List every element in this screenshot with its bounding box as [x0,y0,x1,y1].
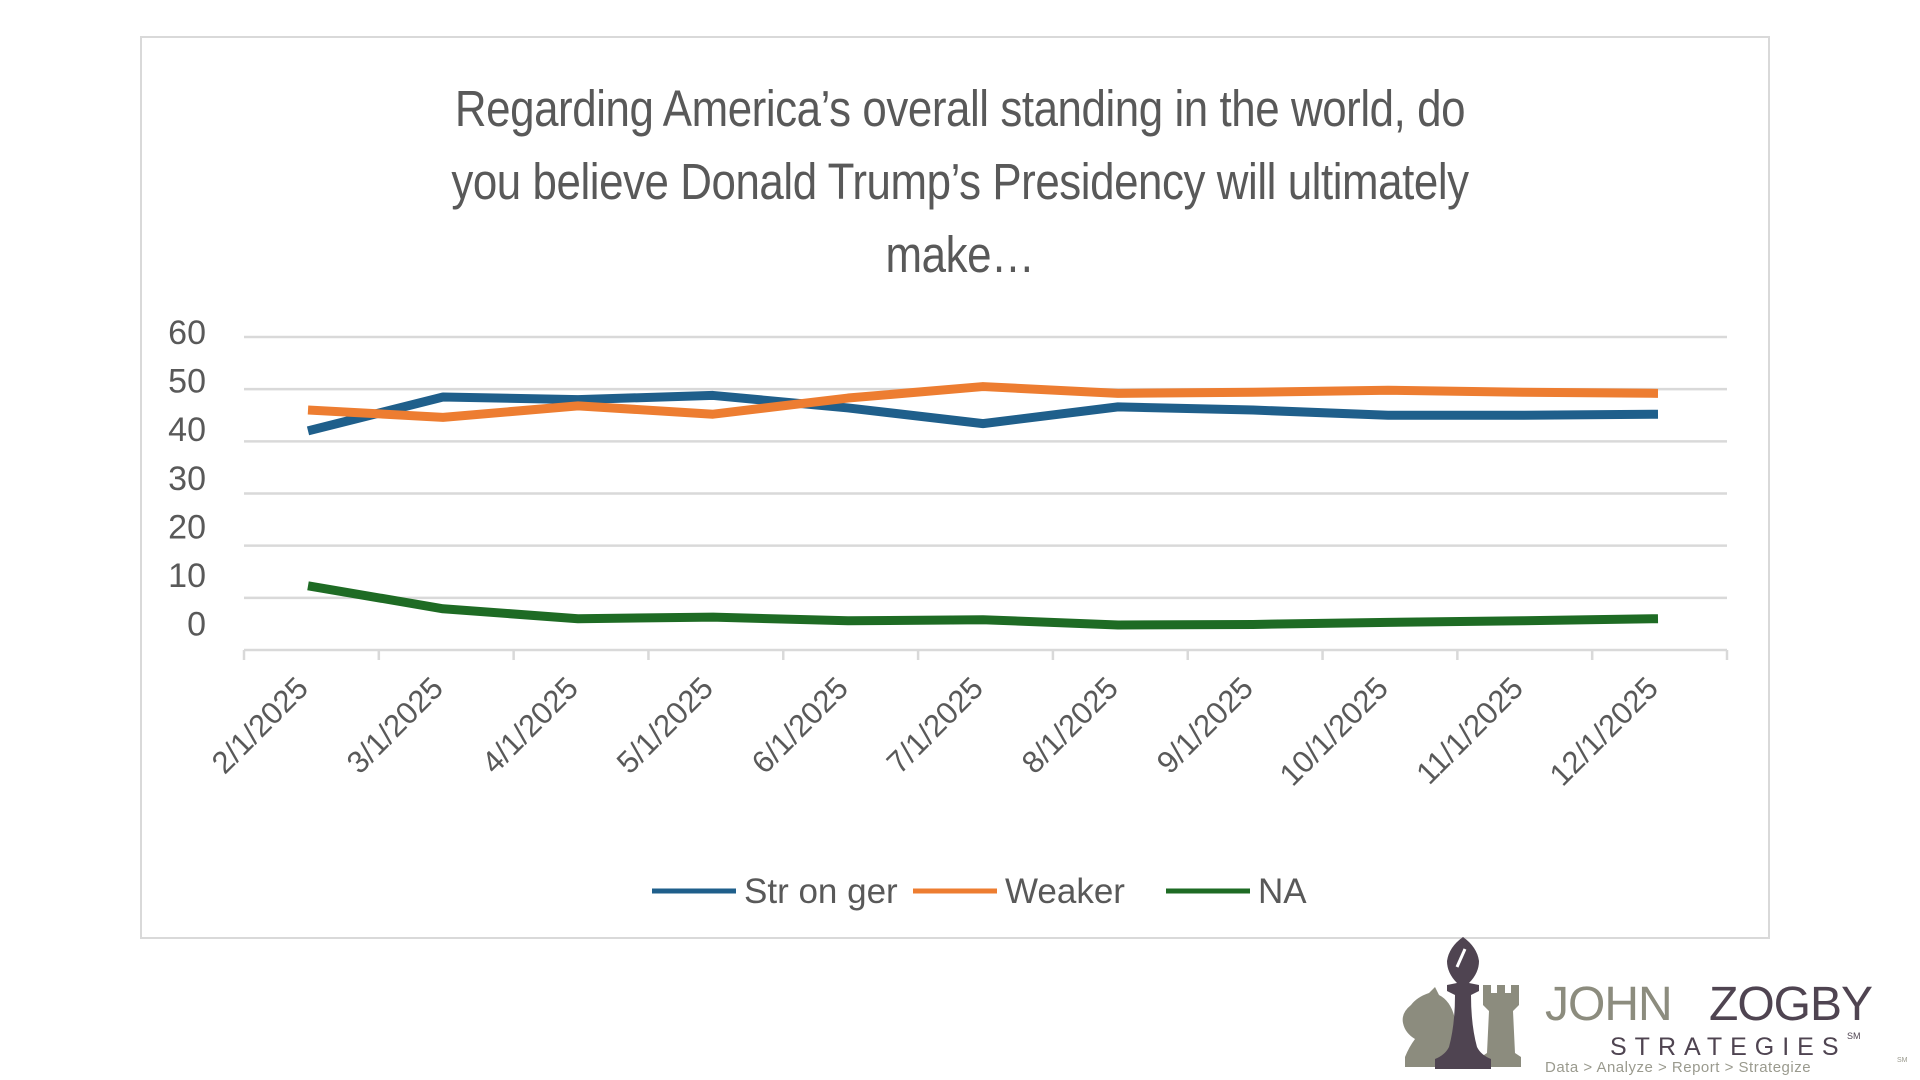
x-tick-label: 2/1/2025 [205,670,315,780]
chart-title: Regarding America’s overall standing in … [392,72,1527,291]
x-tick-label: 3/1/2025 [340,670,450,780]
chess-pieces-icon [1402,937,1521,1069]
x-tick-label: 8/1/2025 [1015,670,1125,780]
x-axis [242,648,1729,660]
y-tick-label: 60 [168,314,206,352]
x-tick-label: 6/1/2025 [745,670,855,780]
chess-rook-icon [1481,985,1521,1067]
logo-tagline: Data > Analyze > Report > Strategize [1545,1059,1812,1076]
chess-knight-icon [1402,987,1459,1067]
x-tick-label: 10/1/2025 [1273,670,1395,792]
series-line-stronger [306,390,1659,436]
series-lines [306,382,1659,630]
logo-service-mark: SM [1847,1031,1861,1041]
chess-bishop-icon [1435,937,1491,1069]
logo-tagline-service-mark: SM [1897,1057,1908,1064]
legend-label: Weaker [1005,872,1125,911]
x-tick-label: 7/1/2025 [880,670,990,780]
x-tick-label: 4/1/2025 [475,670,585,780]
x-tick-label: 9/1/2025 [1150,670,1260,780]
series-line-na [307,581,1659,630]
chart-title-line-1: Regarding America’s overall standing in … [454,80,1466,137]
y-tick-label: 30 [168,460,206,498]
y-axis-ticks: 60 50 40 30 20 10 0 [168,314,206,644]
x-tick-label: 11/1/2025 [1409,670,1530,791]
legend-label: NA [1258,872,1307,911]
x-tick-label: 12/1/2025 [1543,670,1665,792]
legend-label: Str on ger [744,872,898,911]
x-axis-tick-labels: 2/1/2025 3/1/2025 4/1/2025 5/1/2025 6/1/2025… [205,670,1665,792]
john-zogby-strategies-logo: JOHN ZOGBY STRATEGIES SM Data > Analyze … [1395,935,1915,1080]
chart-title-line-3: make… [885,226,1035,283]
legend: Str on ger Weaker NA [652,872,1307,911]
y-tick-label: 20 [168,508,206,546]
chart-title-line-2: you believe Donald Trump’s Presidency wi… [451,153,1469,210]
gridlines [244,335,1727,600]
series-line-weaker [307,382,1659,422]
y-tick-label: 10 [168,557,206,595]
y-tick-label: 50 [168,363,206,401]
logo-name-last: ZOGBY [1709,978,1873,1031]
y-tick-label: 40 [168,411,206,449]
logo-name-first: JOHN [1545,978,1673,1031]
logo-strategies: STRATEGIES [1610,1033,1847,1061]
chart-frame [140,36,1770,939]
x-tick-label: 5/1/2025 [610,670,720,780]
y-tick-label: 0 [187,606,206,644]
